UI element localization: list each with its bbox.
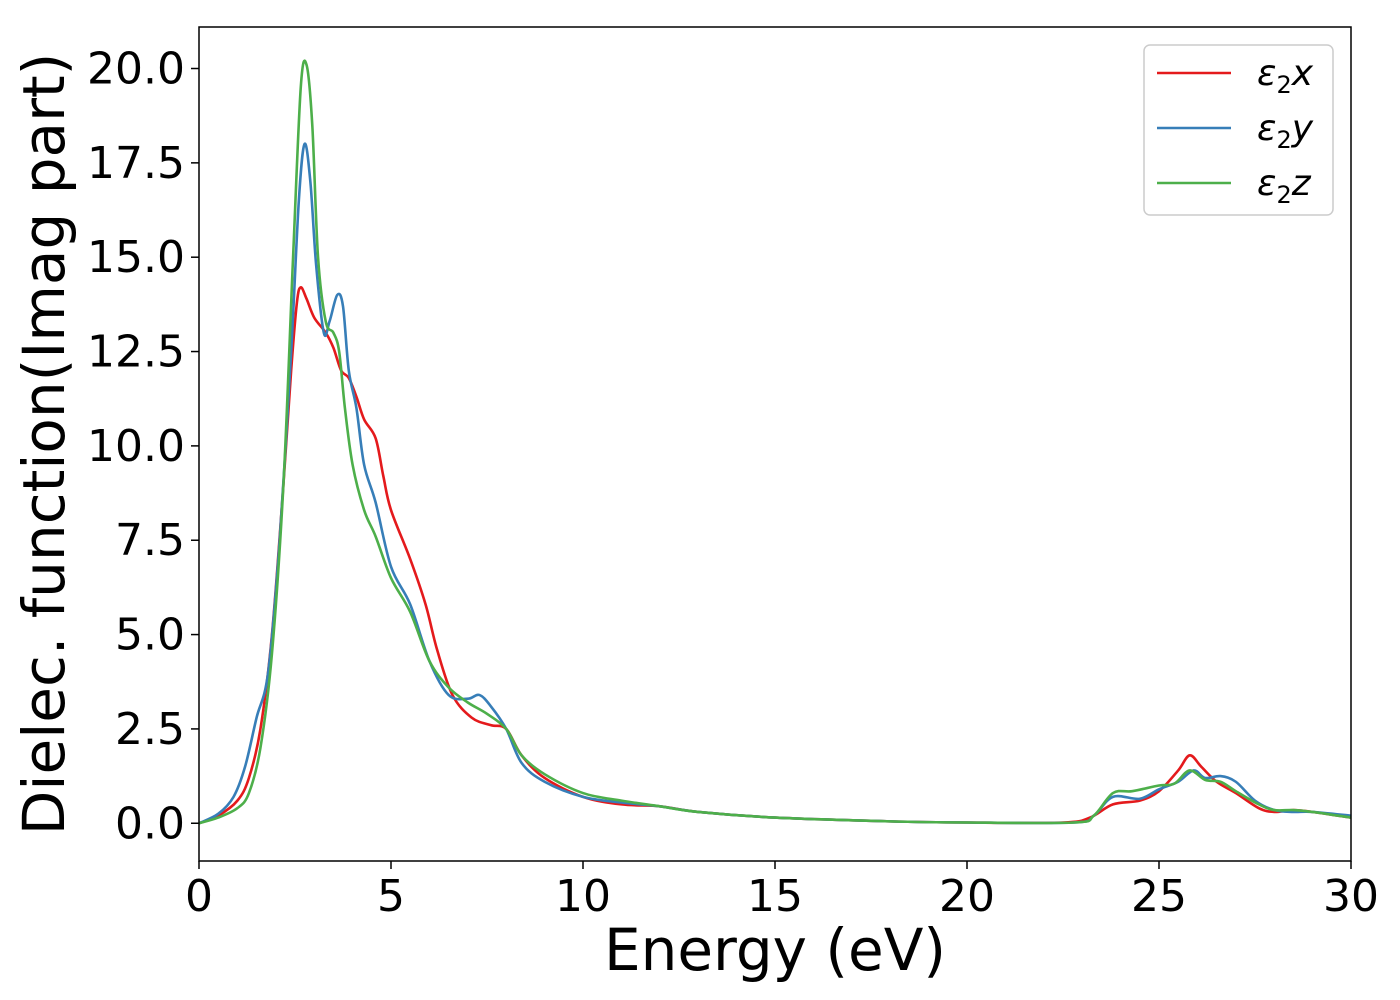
x-tick-label: 30	[1323, 871, 1379, 922]
legend-label-x: ε2x	[1257, 53, 1314, 99]
y-axis-title: Dielec. function(Imag part)	[10, 53, 78, 836]
y-tick-label: 15.0	[87, 232, 185, 283]
series-line-z	[199, 59, 1351, 825]
series-line-x	[199, 286, 1351, 825]
x-tick-label: 0	[185, 871, 213, 922]
y-tick-label: 5.0	[115, 610, 185, 661]
legend-label-y: ε2y	[1257, 108, 1314, 154]
y-tick-label: 20.0	[87, 44, 185, 95]
y-tick-label: 17.5	[87, 138, 185, 189]
legend-box	[1143, 44, 1334, 216]
y-tick-label: 0.0	[115, 798, 185, 849]
series-layer	[199, 59, 1351, 825]
x-axis-title: Energy (eV)	[604, 916, 946, 984]
legend-items: ε2x ε2y ε2z	[1157, 53, 1314, 209]
legend-label-z: ε2z	[1257, 163, 1312, 209]
y-tick-label: 12.5	[87, 327, 185, 378]
x-tick-label: 15	[747, 871, 803, 922]
x-axis: 0 5 10 15 20 25 30	[185, 861, 1379, 922]
legend: ε2x ε2y ε2z	[1143, 44, 1334, 216]
y-axis: 0.0 2.5 5.0 7.5 10.0 12.5 15.0 17.5 20.0	[87, 44, 199, 849]
x-tick-label: 10	[555, 871, 611, 922]
x-tick-label: 20	[939, 871, 995, 922]
y-tick-label: 10.0	[87, 421, 185, 472]
x-tick-label: 5	[377, 871, 405, 922]
y-tick-label: 7.5	[115, 515, 185, 566]
x-tick-label: 25	[1131, 871, 1187, 922]
y-tick-label: 2.5	[115, 704, 185, 755]
